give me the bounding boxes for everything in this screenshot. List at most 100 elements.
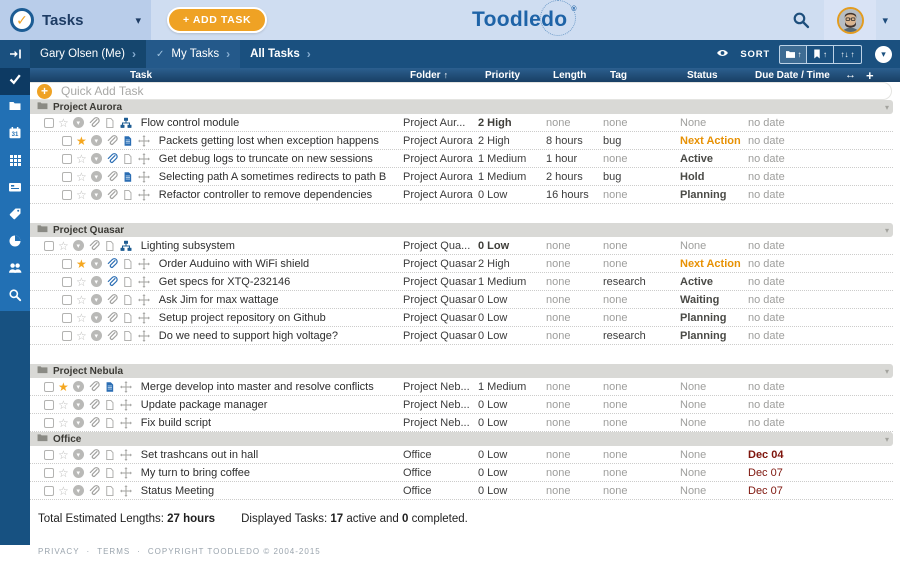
drag-handle-icon[interactable] [119,380,132,393]
cell-folder[interactable]: Office [403,448,432,461]
cell-length[interactable]: 1 hour [546,152,578,165]
drag-handle-icon[interactable] [119,484,132,497]
cell-due-date[interactable]: Dec 07 [748,466,783,479]
note-icon[interactable] [122,153,134,165]
chevron-down-icon[interactable]: ▾ [72,240,84,251]
drag-handle-icon[interactable] [137,329,150,342]
cell-length[interactable]: none [546,380,571,393]
cell-status[interactable]: Waiting [680,293,720,306]
sidebar-item-grid[interactable] [0,149,30,176]
cell-folder[interactable]: Project Aur... [403,116,466,129]
column-header-tag[interactable]: Tag [610,69,628,81]
task-name[interactable]: Get specs for XTQ-232146 [158,275,291,288]
attachment-icon[interactable] [88,466,100,479]
cell-folder[interactable]: Project Quasar [403,257,477,270]
task-name[interactable]: Fix build script [140,416,212,429]
cell-tag[interactable]: none [603,188,628,201]
star-icon[interactable]: ☆ [58,239,69,252]
cell-tag[interactable]: none [603,152,628,165]
cell-folder[interactable]: Office [403,484,432,497]
task-name[interactable]: Ask Jim for max wattage [158,293,279,306]
cell-status[interactable]: Active [680,152,714,165]
star-icon[interactable]: ☆ [58,484,69,497]
checkbox[interactable] [44,399,54,410]
cell-status[interactable]: Hold [680,170,705,183]
sort-order-button[interactable]: ↑↓ ↑ [840,49,855,59]
resize-columns-icon[interactable]: ↔ [845,69,856,81]
chevron-down-icon[interactable]: ▾ [90,171,102,182]
column-header-folder[interactable]: Folder ↑ [410,69,449,81]
cell-status[interactable]: None [680,416,707,429]
cell-due-date[interactable]: no date [748,275,785,288]
cell-status[interactable]: None [680,484,707,497]
sidebar-item-recent[interactable] [0,230,30,257]
cell-priority[interactable]: 1 Medium [478,275,527,288]
note-icon[interactable] [122,135,134,147]
section-collapse-icon[interactable]: ▾ [884,225,889,235]
chevron-down-icon[interactable]: ▾ [90,135,102,146]
task-name[interactable]: Order Auduino with WiFi shield [158,257,310,270]
breadcrumb-item-all-tasks[interactable]: All Tasks › [240,40,321,68]
search-icon[interactable] [778,0,824,40]
star-icon[interactable]: ☆ [76,152,87,165]
collapse-sidebar-icon[interactable] [0,40,30,68]
chevron-down-icon[interactable]: ▾ [72,449,84,460]
cell-due-date[interactable]: no date [748,380,785,393]
cell-due-date[interactable]: no date [748,257,785,270]
cell-length[interactable]: 2 hours [546,170,583,183]
note-icon[interactable] [104,467,116,479]
chevron-down-icon[interactable]: ▾ [90,294,102,305]
drag-handle-icon[interactable] [137,170,150,183]
attachment-icon[interactable] [106,170,118,183]
cell-folder[interactable]: Project Quasar [403,275,477,288]
terms-link[interactable]: TERMS [97,547,131,556]
cell-length[interactable]: none [546,311,571,324]
checkbox[interactable] [44,117,54,128]
star-icon[interactable]: ★ [76,134,87,147]
note-icon[interactable] [104,399,116,411]
cell-folder[interactable]: Project Quasar [403,311,477,324]
cell-priority[interactable]: 0 Low [478,398,508,411]
task-name[interactable]: Merge develop into master and resolve co… [140,380,374,393]
star-icon[interactable]: ☆ [58,416,69,429]
cell-status[interactable]: None [680,398,707,411]
cell-due-date[interactable]: no date [748,293,785,306]
breadcrumb-item-my-tasks[interactable]: ✓ My Tasks › [146,40,241,68]
cell-folder[interactable]: Project Neb... [403,398,470,411]
note-icon[interactable] [122,312,134,324]
column-header-due[interactable]: Due Date / Time [755,69,830,81]
cell-priority[interactable]: 0 Low [478,329,508,342]
cell-status[interactable]: Planning [680,311,727,324]
column-header-status[interactable]: Status [687,69,718,81]
note-icon[interactable] [104,449,116,461]
cell-priority[interactable]: 2 High [478,134,510,147]
star-icon[interactable]: ☆ [58,466,69,479]
section-collapse-icon[interactable]: ▾ [884,434,889,444]
cell-status[interactable]: None [680,380,707,393]
cell-status[interactable]: Planning [680,188,727,201]
drag-handle-icon[interactable] [119,398,132,411]
add-task-button[interactable]: + ADD TASK [167,7,268,33]
cell-priority[interactable]: 1 Medium [478,380,527,393]
cell-status[interactable]: Next Action [680,134,741,147]
note-icon[interactable] [104,485,116,497]
cell-priority[interactable]: 0 Low [478,311,508,324]
task-name[interactable]: Update package manager [140,398,268,411]
sort-by-flag-button[interactable]: ↑ [807,45,834,63]
star-icon[interactable]: ☆ [58,116,69,129]
note-icon[interactable] [122,330,134,342]
chevron-down-icon[interactable]: ▾ [72,117,84,128]
task-name[interactable]: Status Meeting [140,484,215,497]
cell-tag[interactable]: none [603,466,628,479]
checkbox[interactable] [62,171,72,182]
cell-due-date[interactable]: no date [748,398,785,411]
checkbox[interactable] [44,449,54,460]
star-icon[interactable]: ☆ [76,311,87,324]
attachment-icon[interactable] [88,416,100,429]
drag-handle-icon[interactable] [137,152,150,165]
cell-length[interactable]: none [546,275,571,288]
cell-status[interactable]: Planning [680,329,727,342]
chevron-down-icon[interactable]: ▾ [90,276,102,287]
subtasks-icon[interactable] [120,117,132,129]
cell-tag[interactable]: bug [603,170,622,183]
